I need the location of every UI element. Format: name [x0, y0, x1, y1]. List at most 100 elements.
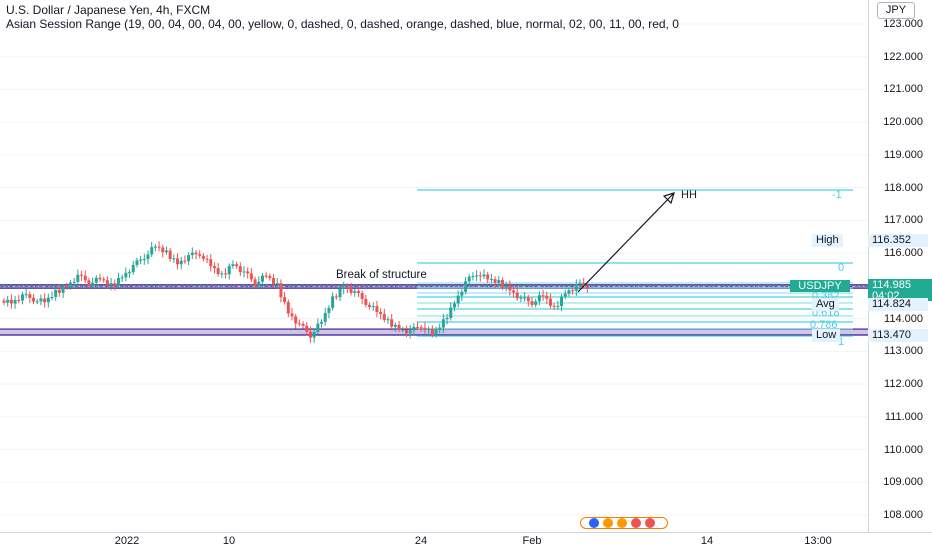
candle-body [574, 284, 578, 291]
candle-body [176, 258, 180, 265]
candle-body [308, 331, 312, 338]
candle-body [231, 264, 235, 267]
candle-body [235, 264, 239, 267]
candle-body [198, 254, 202, 256]
candle-body [331, 296, 335, 308]
candle-body [168, 250, 172, 260]
candle-body [87, 280, 91, 286]
candle-body [530, 301, 534, 305]
fib-label-786: 0.786 [810, 319, 838, 331]
fib-levels [417, 189, 853, 337]
candle-body [375, 306, 379, 313]
candle-body [368, 304, 372, 307]
price-tick: 116.000 [884, 247, 923, 260]
candle-body [113, 283, 117, 286]
candle-body [504, 285, 508, 288]
candle-body [371, 306, 375, 308]
time-axis[interactable]: 2022 10 24 Feb 14 13:00 [0, 532, 932, 551]
candle-body [526, 297, 530, 302]
candle-body [441, 319, 445, 328]
time-tick: Feb [522, 535, 542, 547]
candle-body [467, 276, 471, 282]
symbol-tag: USDJPY [790, 280, 850, 292]
candle-body [478, 275, 482, 277]
price-scale[interactable]: 123.000 122.000 121.000 120.000 119.000 118.0… [868, 0, 932, 532]
price-chart[interactable] [0, 0, 868, 532]
candle-body [445, 317, 449, 320]
candle-body [430, 329, 434, 335]
candle-body [61, 286, 65, 293]
zone-lower [0, 329, 868, 335]
candle-body [493, 279, 497, 283]
candle-body [519, 297, 523, 299]
price-tick: 122.000 [883, 50, 923, 63]
candle-body [534, 301, 538, 305]
candle-body [246, 271, 250, 274]
candle-body [434, 329, 438, 335]
candle-body [349, 288, 353, 293]
candle-body [105, 280, 109, 285]
chart-area[interactable]: U.S. Dollar / Japanese Yen, 4h, FXCM Asi… [0, 0, 868, 532]
time-tick: 10 [222, 535, 236, 547]
candle-body [427, 329, 431, 331]
candle-body [585, 285, 589, 289]
candle-body [157, 246, 161, 248]
candle-body [65, 286, 69, 288]
candle-body [135, 260, 139, 265]
indicator-legend[interactable]: Asian Session Range (19, 00, 04, 00, 04,… [6, 17, 679, 31]
candle-body [356, 291, 360, 294]
candle-body [312, 331, 316, 338]
candle-body [275, 283, 279, 285]
candle-body [253, 279, 257, 286]
candle-body [150, 247, 154, 255]
candle-body [201, 255, 205, 259]
candle-body [13, 300, 17, 304]
candle-body [423, 327, 427, 330]
price-tick: 108.000 [883, 509, 923, 521]
candle-body [142, 259, 146, 261]
candle-body [102, 279, 106, 281]
candle-body [2, 300, 6, 303]
candle-body [139, 259, 143, 261]
candle-body [548, 298, 552, 306]
candle-body [475, 275, 479, 277]
candle-body [567, 290, 571, 294]
candle-body [286, 302, 290, 314]
price-tick: 123.000 [883, 18, 923, 30]
last-price-tag: 114.985 04:02 [868, 279, 932, 302]
candle-body [523, 297, 527, 299]
candle-body [124, 272, 128, 278]
currency-selector[interactable]: JPY [877, 2, 915, 19]
candle-body [17, 300, 21, 302]
candle-body [512, 290, 516, 293]
candle-body [419, 327, 423, 329]
time-tick: 2022 [114, 535, 140, 547]
time-tick: 13:00 [804, 535, 832, 547]
candle-body [43, 298, 47, 303]
fib-label-top: -1 [832, 189, 842, 201]
price-tick: 117.000 [884, 214, 923, 227]
candle-body [552, 305, 556, 307]
candle-body [172, 258, 176, 260]
candle-body [578, 283, 582, 285]
replay-controls-icon[interactable] [580, 517, 668, 529]
candle-body [260, 275, 264, 282]
candle-body [116, 278, 120, 286]
candle-body [382, 314, 386, 320]
candle-body [179, 260, 183, 265]
candle-body [187, 255, 191, 262]
candle-body [50, 296, 54, 298]
chart-grid [0, 23, 868, 516]
session-zones [0, 284, 868, 336]
candle-body [109, 283, 113, 285]
candle-body [360, 293, 364, 299]
candle-body [342, 287, 346, 289]
candle-body [279, 283, 283, 298]
candle-body [76, 274, 80, 282]
chart-legend-title[interactable]: U.S. Dollar / Japanese Yen, 4h, FXCM [6, 3, 211, 17]
candle-body [131, 264, 135, 273]
candle-body [301, 323, 305, 326]
candle-body [408, 330, 412, 334]
candle-body [216, 268, 220, 275]
low-label: Low [812, 329, 841, 342]
